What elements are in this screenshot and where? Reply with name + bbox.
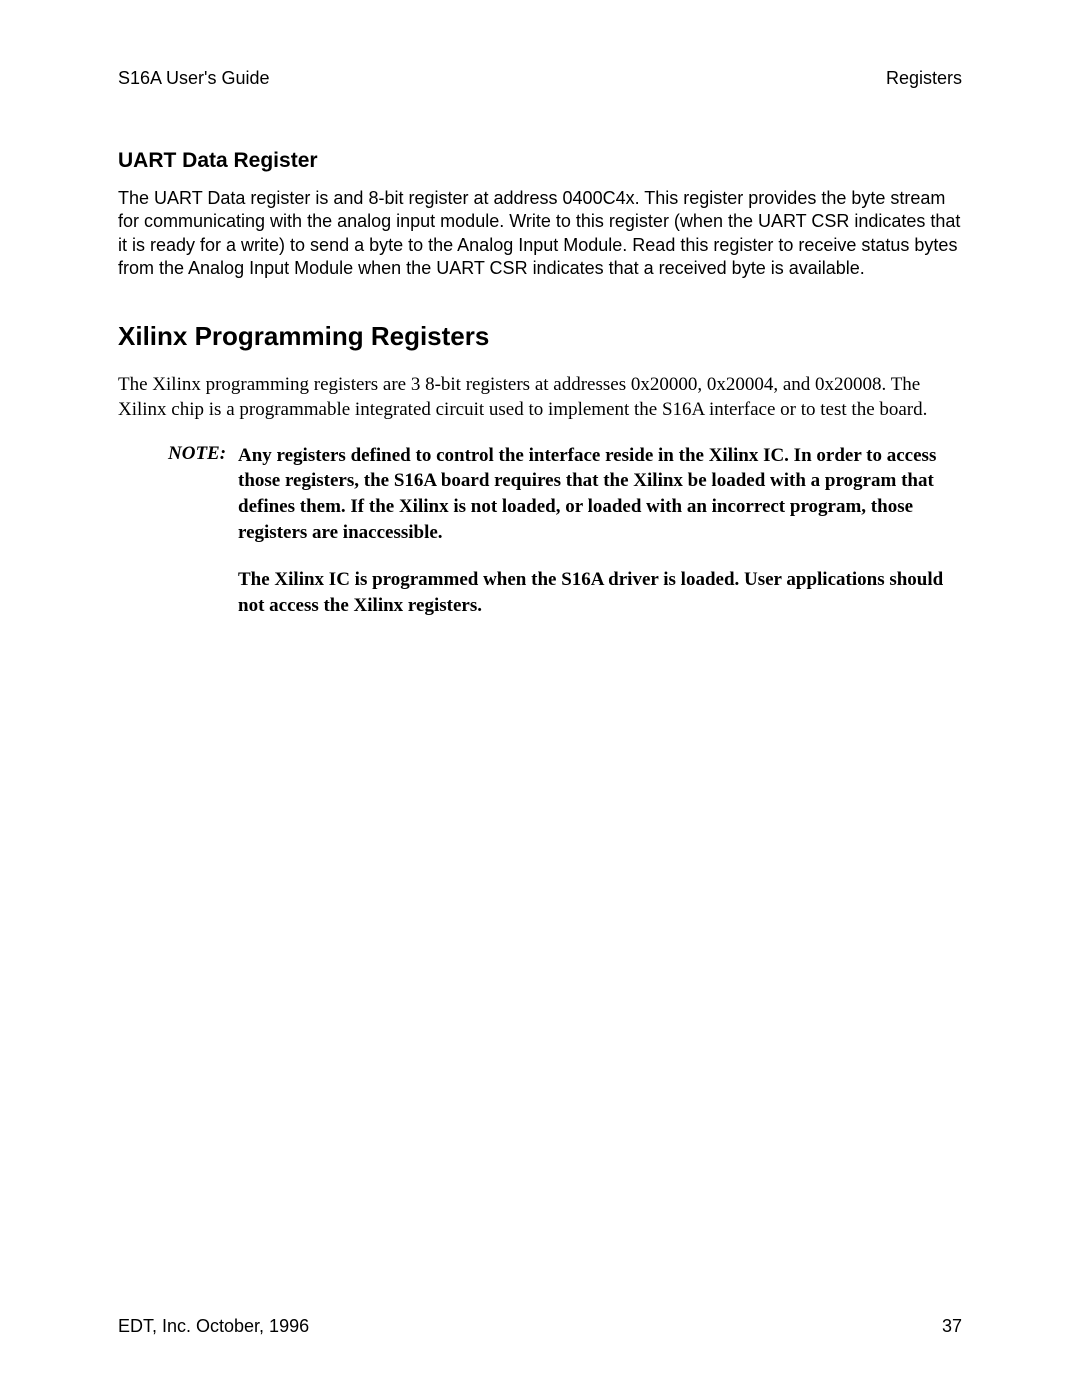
page: S16A User's Guide Registers UART Data Re… <box>0 0 1080 1397</box>
header-left: S16A User's Guide <box>118 68 270 89</box>
uart-body-paragraph: The UART Data register is and 8-bit regi… <box>118 187 962 281</box>
footer-page-number: 37 <box>942 1316 962 1337</box>
running-footer: EDT, Inc. October, 1996 37 <box>118 1316 962 1337</box>
note-label: NOTE: <box>168 443 238 465</box>
note-row: NOTE: Any registers defined to control t… <box>168 443 962 546</box>
note-paragraph-2: The Xilinx IC is programmed when the S16… <box>238 567 962 618</box>
xilinx-intro-paragraph: The Xilinx programming registers are 3 8… <box>118 372 962 423</box>
note-block: NOTE: Any registers defined to control t… <box>118 443 962 619</box>
footer-left: EDT, Inc. October, 1996 <box>118 1316 309 1337</box>
running-header: S16A User's Guide Registers <box>118 68 962 89</box>
header-right: Registers <box>886 68 962 89</box>
note-paragraph-1: Any registers defined to control the int… <box>238 443 962 546</box>
uart-section-heading: UART Data Register <box>118 149 962 173</box>
xilinx-section-heading: Xilinx Programming Registers <box>118 321 962 352</box>
